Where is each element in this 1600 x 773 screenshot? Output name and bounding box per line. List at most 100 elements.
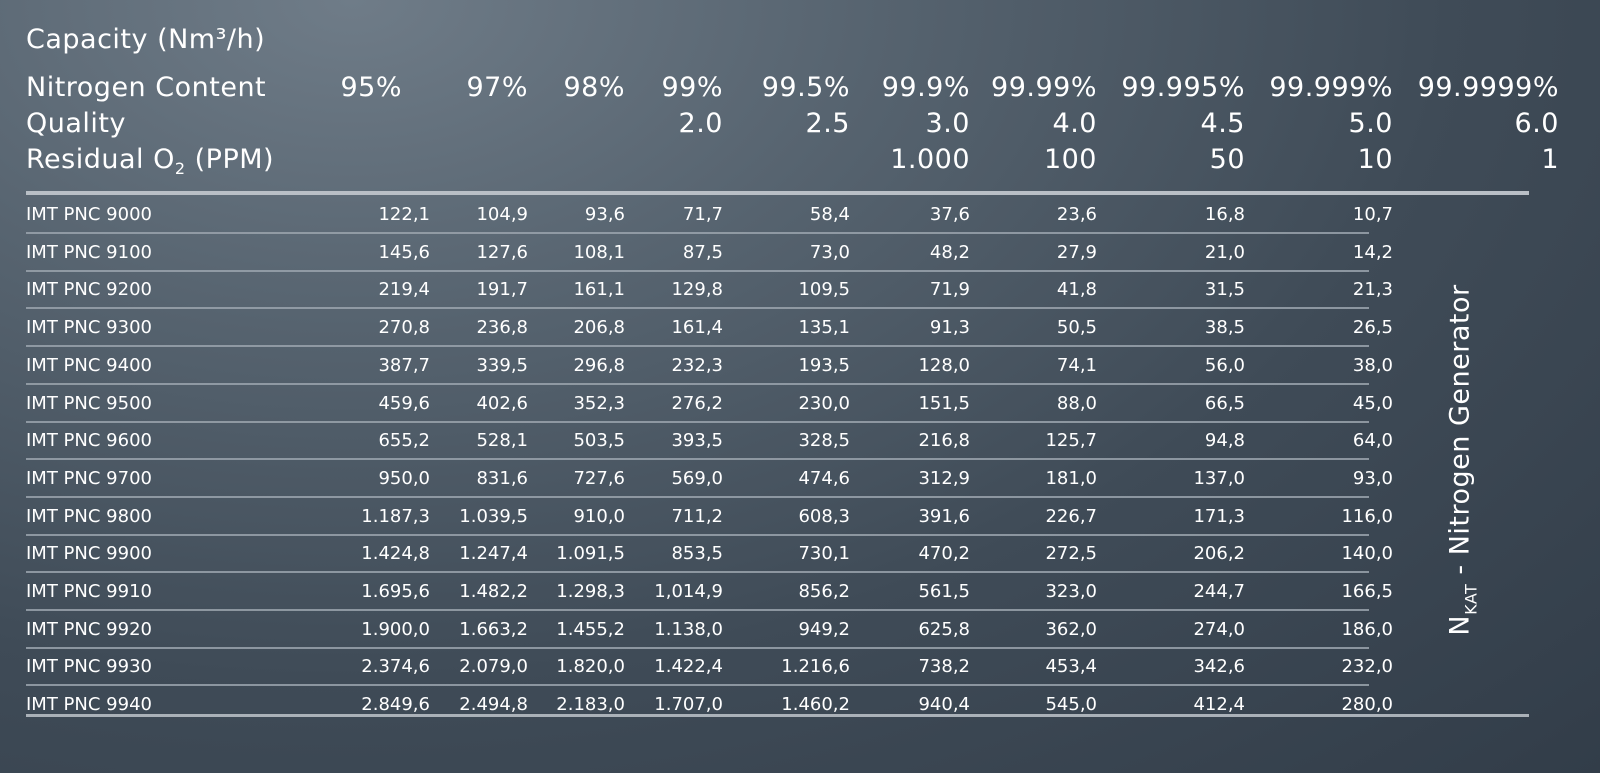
capacity-cell: 323,0 bbox=[1045, 581, 1097, 602]
capacity-cell: 655,2 bbox=[378, 430, 430, 452]
nitrogen-value: 99.9999% bbox=[1417, 72, 1559, 103]
capacity-cell: 48,2 bbox=[929, 241, 970, 263]
capacity-cell: 528,1 bbox=[476, 430, 528, 452]
capacity-cell: 412,4 bbox=[1193, 694, 1245, 716]
capacity-cell: 545,0 bbox=[1045, 694, 1097, 716]
capacity-cell: 950,0 bbox=[378, 467, 430, 489]
capacity-cell: 1.900,0 bbox=[361, 618, 430, 640]
row-divider bbox=[26, 382, 1369, 385]
capacity-cell: 730,1 bbox=[798, 543, 850, 565]
quality-value: 2.0 bbox=[678, 108, 723, 139]
capacity-cell: 296,8 bbox=[573, 354, 625, 376]
table-row: IMT PNC 9300 270,8 236,8 206,8 161,4 135,1 91,… bbox=[0, 309, 1600, 346]
capacity-cell: 71,9 bbox=[929, 279, 970, 301]
capacity-cell: 191,7 bbox=[476, 279, 528, 301]
table-row: IMT PNC 9900 1.424,8 1.247,4 1.091,5 853,5 73… bbox=[0, 535, 1600, 572]
capacity-cell: 1.247,4 bbox=[459, 543, 528, 565]
capacity-cell: 71,7 bbox=[682, 204, 723, 225]
row-divider bbox=[26, 420, 1369, 423]
capacity-cell: 244,7 bbox=[1193, 581, 1245, 602]
row-divider bbox=[26, 232, 1369, 234]
capacity-cell: 391,6 bbox=[918, 505, 970, 527]
capacity-cell: 23,6 bbox=[1056, 204, 1097, 225]
table-row: IMT PNC 9910 1.695,6 1.482,2 1.298,3 1,014,9… bbox=[0, 573, 1600, 610]
capacity-cell: 276,2 bbox=[671, 392, 723, 414]
capacity-cell: 352,3 bbox=[573, 392, 625, 414]
capacity-cell: 226,7 bbox=[1045, 505, 1097, 527]
capacity-cell: 470,2 bbox=[918, 543, 970, 565]
nitrogen-value: 95% bbox=[340, 72, 402, 103]
capacity-cell: 831,6 bbox=[476, 467, 528, 489]
capacity-cell: 453,4 bbox=[1045, 656, 1097, 678]
capacity-cell: 161,1 bbox=[573, 279, 625, 301]
capacity-cell: 1.422,4 bbox=[654, 656, 723, 678]
capacity-cell: 561,5 bbox=[918, 581, 970, 602]
capacity-cell: 459,6 bbox=[378, 392, 430, 414]
capacity-cell: 64,0 bbox=[1352, 430, 1393, 452]
capacity-cell: 711,2 bbox=[671, 505, 723, 527]
capacity-cell: 362,0 bbox=[1045, 618, 1097, 640]
nitrogen-value: 99% bbox=[661, 72, 723, 103]
capacity-cell: 109,5 bbox=[798, 279, 850, 301]
capacity-cell: 140,0 bbox=[1341, 543, 1393, 565]
capacity-cell: 171,3 bbox=[1193, 505, 1245, 527]
capacity-cell: 127,6 bbox=[476, 241, 528, 263]
table-row: IMT PNC 9500 459,6 402,6 352,3 276,2 230,0 151… bbox=[0, 385, 1600, 422]
model-name: IMT PNC 9600 bbox=[26, 430, 152, 452]
capacity-cell: 856,2 bbox=[798, 581, 850, 602]
capacity-cell: 1.039,5 bbox=[459, 505, 528, 527]
capacity-cell: 145,6 bbox=[378, 241, 430, 263]
model-name: IMT PNC 9930 bbox=[26, 656, 152, 678]
capacity-cell: 402,6 bbox=[476, 392, 528, 414]
model-name: IMT PNC 9500 bbox=[26, 392, 152, 414]
row-divider bbox=[26, 646, 1369, 649]
capacity-cell: 50,5 bbox=[1056, 317, 1097, 339]
nitrogen-value: 99.995% bbox=[1121, 72, 1245, 103]
capacity-cell: 38,5 bbox=[1204, 317, 1245, 339]
nitrogen-content-label: Nitrogen Content bbox=[26, 72, 267, 103]
quality-value: 6.0 bbox=[1514, 108, 1559, 139]
capacity-cell: 88,0 bbox=[1056, 392, 1097, 414]
quality-value: 3.0 bbox=[925, 108, 970, 139]
capacity-cell: 93,6 bbox=[584, 204, 625, 225]
capacity-cell: 193,5 bbox=[798, 354, 850, 376]
table-row: IMT PNC 9930 2.374,6 2.079,0 1.820,0 1.422,4… bbox=[0, 648, 1600, 685]
capacity-cell: 1.138,0 bbox=[654, 618, 723, 640]
row-divider bbox=[26, 533, 1369, 536]
capacity-cell: 206,2 bbox=[1193, 543, 1245, 565]
capacity-cell: 137,0 bbox=[1193, 467, 1245, 489]
model-name: IMT PNC 9940 bbox=[26, 694, 152, 716]
nitrogen-value: 99.999% bbox=[1269, 72, 1393, 103]
capacity-cell: 56,0 bbox=[1204, 354, 1245, 376]
capacity-cell: 1.663,2 bbox=[459, 618, 528, 640]
model-name: IMT PNC 9000 bbox=[26, 204, 152, 225]
capacity-cell: 1.455,2 bbox=[556, 618, 625, 640]
capacity-cell: 474,6 bbox=[798, 467, 850, 489]
capacity-cell: 73,0 bbox=[809, 241, 850, 263]
quality-value: 4.5 bbox=[1200, 108, 1245, 139]
capacity-cell: 2.374,6 bbox=[361, 656, 430, 678]
capacity-cell: 236,8 bbox=[476, 317, 528, 339]
quality-value: 4.0 bbox=[1052, 108, 1097, 139]
row-divider bbox=[26, 684, 1369, 687]
table-row: IMT PNC 9400 387,7 339,5 296,8 232,3 193,5 128… bbox=[0, 347, 1600, 384]
table-header: Capacity (Nm³/h) Nitrogen Content Qualit… bbox=[0, 0, 1600, 200]
capacity-cell: 232,3 bbox=[671, 354, 723, 376]
model-name: IMT PNC 9400 bbox=[26, 354, 152, 376]
model-name: IMT PNC 9300 bbox=[26, 317, 152, 339]
capacity-cell: 1,014,9 bbox=[654, 581, 723, 602]
side-label-rest: - Nitrogen Generator bbox=[1444, 284, 1476, 584]
capacity-cell: 108,1 bbox=[573, 241, 625, 263]
capacity-cell: 26,5 bbox=[1352, 317, 1393, 339]
table-row: IMT PNC 9940 2.849,6 2.494,8 2.183,0 1.707,0… bbox=[0, 686, 1600, 723]
capacity-cell: 2.183,0 bbox=[556, 694, 625, 716]
capacity-cell: 270,8 bbox=[378, 317, 430, 339]
capacity-cell: 93,0 bbox=[1352, 467, 1393, 489]
nitrogen-value: 99.99% bbox=[991, 72, 1097, 103]
capacity-cell: 339,5 bbox=[476, 354, 528, 376]
capacity-cell: 274,0 bbox=[1193, 618, 1245, 640]
capacity-cell: 230,0 bbox=[798, 392, 850, 414]
row-divider bbox=[26, 269, 1369, 272]
capacity-cell: 393,5 bbox=[671, 430, 723, 452]
capacity-cell: 104,9 bbox=[476, 204, 528, 225]
